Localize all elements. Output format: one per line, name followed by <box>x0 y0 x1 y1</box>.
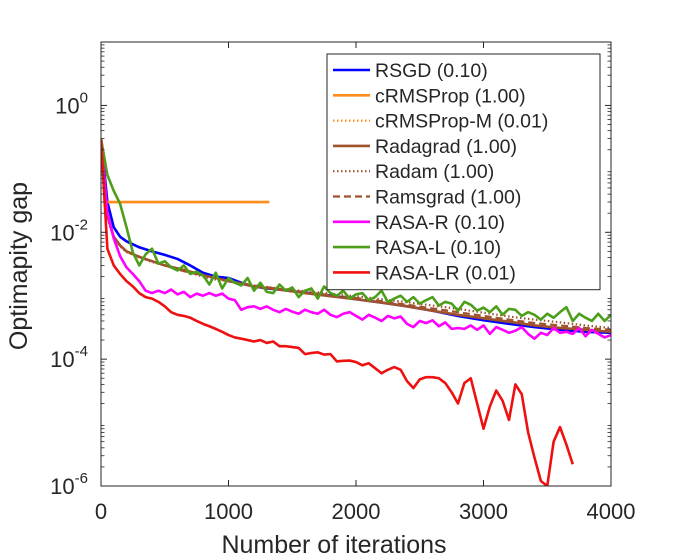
legend-label: cRMSProp (1.00) <box>375 85 526 107</box>
legend-box <box>326 53 601 291</box>
legend-label: cRMSProp-M (0.01) <box>375 111 548 133</box>
legend-label: Radam (1.00) <box>375 161 494 183</box>
x-tick-label: 3000 <box>459 499 508 524</box>
series-line-crmsprop-m <box>101 138 270 204</box>
legend: RSGD (0.10) cRMSProp (1.00) cRMSProp-M (0.… <box>326 53 601 291</box>
y-tick-label: 10-2 <box>50 216 88 245</box>
legend-label: RSGD (0.10) <box>375 60 488 82</box>
series-line-rasa-r <box>101 138 611 340</box>
x-tick-label: 1000 <box>204 499 253 524</box>
x-tick-label: 0 <box>95 499 107 524</box>
legend-label: RASA-L (0.10) <box>375 237 501 259</box>
x-tick-label: 4000 <box>587 499 636 524</box>
legend-label: RASA-R (0.10) <box>375 212 505 234</box>
legend-label: Ramsgrad (1.00) <box>375 187 521 209</box>
x-axis-label: Number of iterations <box>221 531 446 559</box>
y-tick-label: 10-4 <box>50 343 88 372</box>
y-axis-label: Optimapity gap <box>5 182 33 350</box>
legend-label: RASA-LR (0.01) <box>375 262 516 284</box>
series-line-rasa-lr <box>101 138 574 486</box>
y-tick-label: 10-6 <box>50 470 88 499</box>
series-line-rasa-l <box>101 138 611 323</box>
x-tick-label: 2000 <box>332 499 381 524</box>
series-layer <box>101 138 611 486</box>
y-tick-label: 100 <box>55 89 88 118</box>
legend-label: Radagrad (1.00) <box>375 136 517 158</box>
